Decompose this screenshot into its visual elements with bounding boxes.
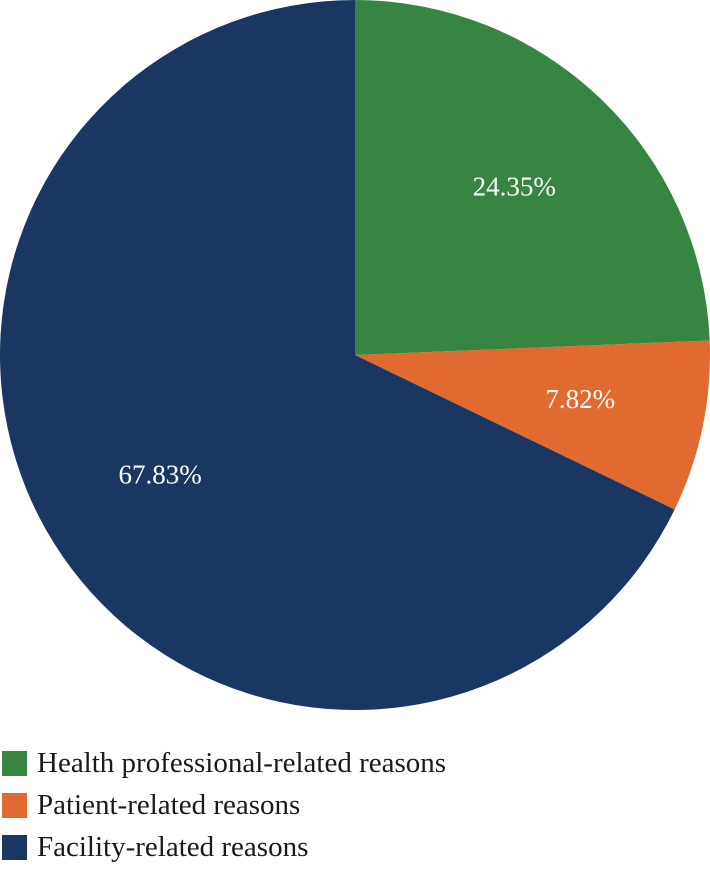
legend-label-patient: Patient-related reasons: [37, 788, 301, 821]
legend-item-health-professional: Health professional-related reasons: [2, 742, 702, 784]
legend-label-health-professional: Health professional-related reasons: [37, 746, 447, 779]
slice-label-patient: 7.82%: [545, 384, 615, 414]
legend-swatch-facility: [2, 834, 27, 860]
legend-swatch-health-professional: [2, 750, 27, 776]
pie-slice-health-professional: [355, 0, 710, 355]
pie-plot-area: 24.35% 7.82% 67.83%: [0, 0, 710, 710]
pie-slice-labels: 24.35% 7.82% 67.83%: [118, 171, 615, 489]
pie-slice-facility: [0, 0, 675, 710]
slice-label-facility: 67.83%: [118, 459, 201, 489]
legend-item-patient: Patient-related reasons: [2, 784, 702, 826]
legend-item-facility: Facility-related reasons: [2, 826, 702, 868]
legend: Health professional-related reasons Pati…: [2, 742, 702, 868]
pie-slices: [0, 0, 710, 710]
legend-label-facility: Facility-related reasons: [37, 830, 309, 863]
slice-label-health-professional: 24.35%: [473, 171, 556, 201]
pie-slice-patient: [355, 340, 710, 510]
legend-swatch-patient: [2, 792, 27, 818]
